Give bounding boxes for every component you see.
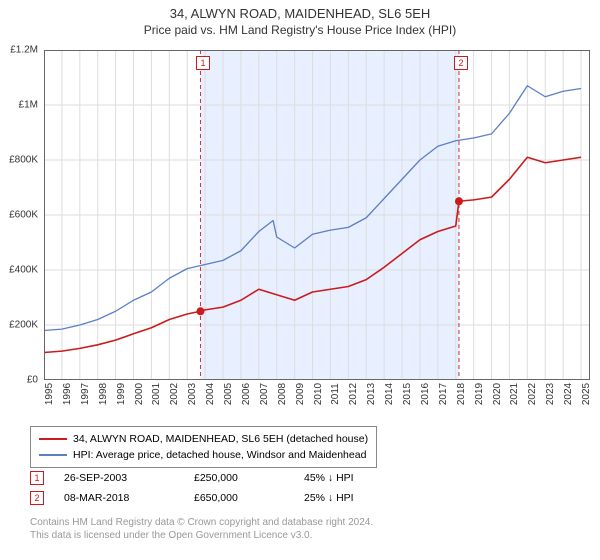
legend-swatch	[39, 454, 67, 456]
x-axis-label: 2017	[438, 383, 449, 405]
y-axis-label: £1M	[19, 100, 38, 111]
x-axis-label: 2002	[169, 383, 180, 405]
sale-marker-box: 2	[454, 56, 468, 70]
sale-marker-ref: 2	[30, 491, 44, 505]
legend-label: HPI: Average price, detached house, Wind…	[73, 449, 366, 461]
chart-title: 34, ALWYN ROAD, MAIDENHEAD, SL6 5EH	[0, 6, 600, 21]
x-axis-label: 2005	[223, 383, 234, 405]
sale-price: £250,000	[194, 472, 304, 484]
legend-item: 34, ALWYN ROAD, MAIDENHEAD, SL6 5EH (det…	[39, 431, 368, 447]
x-axis-label: 2016	[420, 383, 431, 405]
x-axis-label: 1996	[62, 383, 73, 405]
x-axis-label: 2012	[348, 383, 359, 405]
sale-price: £650,000	[194, 492, 304, 504]
y-axis-label: £400K	[9, 265, 38, 276]
x-axis-label: 2018	[456, 383, 467, 405]
x-axis-label: 2025	[581, 383, 592, 405]
y-axis-label: £200K	[9, 320, 38, 331]
x-axis-label: 1998	[98, 383, 109, 405]
x-axis-label: 2009	[295, 383, 306, 405]
footer-line-2: This data is licensed under the Open Gov…	[30, 529, 373, 542]
sale-marker-ref: 1	[30, 471, 44, 485]
sale-hpi-delta: 45% ↓ HPI	[304, 472, 414, 484]
chart-subtitle: Price paid vs. HM Land Registry's House …	[0, 23, 600, 37]
sale-marker-box: 1	[196, 56, 210, 70]
x-axis-label: 2001	[151, 383, 162, 405]
x-axis-label: 2021	[509, 383, 520, 405]
title-block: 34, ALWYN ROAD, MAIDENHEAD, SL6 5EH Pric…	[0, 0, 600, 37]
x-axis-label: 2004	[205, 383, 216, 405]
sale-hpi-delta: 25% ↓ HPI	[304, 492, 414, 504]
sale-row: 2 08-MAR-2018£650,00025% ↓ HPI	[30, 488, 414, 508]
x-axis-label: 2023	[545, 383, 556, 405]
x-axis-label: 2011	[330, 383, 341, 405]
x-axis-label: 2022	[527, 383, 538, 405]
x-axis-label: 1995	[44, 383, 55, 405]
footer-line-1: Contains HM Land Registry data © Crown c…	[30, 516, 373, 529]
legend: 34, ALWYN ROAD, MAIDENHEAD, SL6 5EH (det…	[30, 426, 377, 468]
x-axis-label: 2010	[313, 383, 324, 405]
x-axis-label: 2008	[277, 383, 288, 405]
x-axis-label: 2007	[259, 383, 270, 405]
y-axis-label: £800K	[9, 155, 38, 166]
legend-swatch	[39, 438, 67, 440]
chart-container: 34, ALWYN ROAD, MAIDENHEAD, SL6 5EH Pric…	[0, 0, 600, 560]
sales-table: 1 26-SEP-2003£250,00045% ↓ HPI 2 08-MAR-201…	[30, 468, 414, 508]
y-axis-label: £1.2M	[10, 45, 38, 56]
x-axis-label: 1997	[80, 383, 91, 405]
y-axis-label: £600K	[9, 210, 38, 221]
x-axis-label: 1999	[116, 383, 127, 405]
sale-row: 1 26-SEP-2003£250,00045% ↓ HPI	[30, 468, 414, 488]
x-axis-label: 2024	[563, 383, 574, 405]
legend-item: HPI: Average price, detached house, Wind…	[39, 447, 368, 463]
x-axis-label: 2020	[492, 383, 503, 405]
footer-attribution: Contains HM Land Registry data © Crown c…	[30, 516, 373, 542]
x-axis-label: 2013	[366, 383, 377, 405]
sale-date: 26-SEP-2003	[64, 472, 194, 484]
chart-plot-area: £0£200K£400K£600K£800K£1M£1.2M1995199619…	[44, 50, 590, 380]
x-axis-label: 2014	[384, 383, 395, 405]
x-axis-label: 2006	[241, 383, 252, 405]
sale-date: 08-MAR-2018	[64, 492, 194, 504]
chart-svg	[44, 50, 590, 380]
legend-label: 34, ALWYN ROAD, MAIDENHEAD, SL6 5EH (det…	[73, 433, 368, 445]
x-axis-label: 2003	[187, 383, 198, 405]
x-axis-label: 2019	[474, 383, 485, 405]
y-axis-label: £0	[27, 375, 38, 386]
x-axis-label: 2000	[134, 383, 145, 405]
x-axis-label: 2015	[402, 383, 413, 405]
